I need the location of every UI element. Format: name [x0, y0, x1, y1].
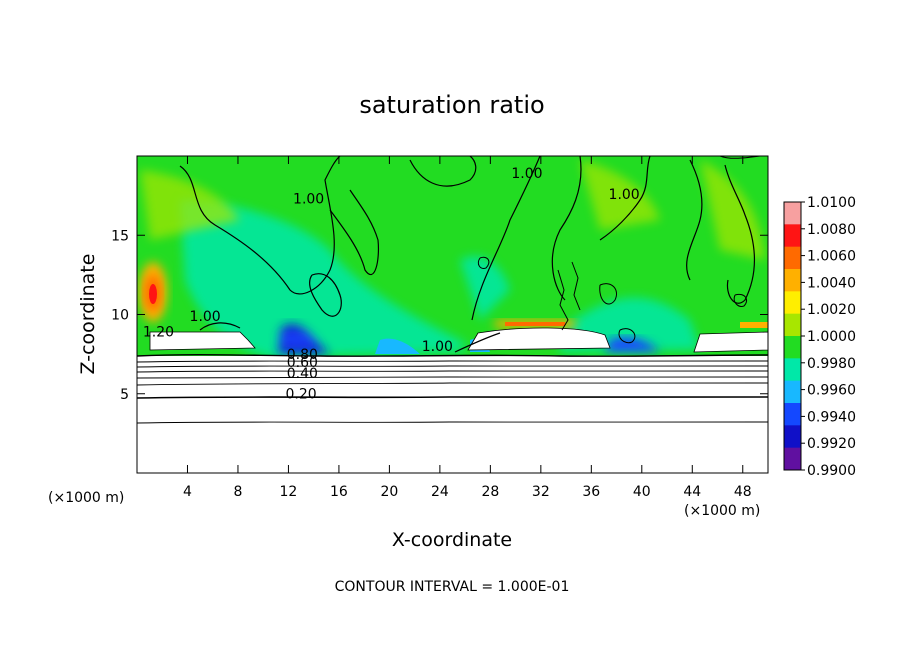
dry-patch-1	[278, 324, 330, 354]
colorbar-tick-label: 1.0040	[807, 275, 856, 291]
colorbar-swatch	[784, 291, 801, 315]
contour-line	[599, 283, 617, 305]
x-unit-label-right: (×1000 m)	[684, 503, 760, 519]
contour-line	[686, 159, 703, 281]
warm-band-far-right	[740, 322, 768, 328]
contour-line	[137, 370, 768, 373]
colorbar-tick-label: 1.0080	[807, 222, 856, 238]
contour-line	[179, 156, 341, 295]
contour-line	[454, 332, 501, 353]
plot-area: 1.00 1.00 1.00 1.20 1.00 1.00 0.800.600.40 0.20	[137, 156, 768, 473]
x-tick-label: 40	[633, 484, 651, 500]
contour-label: 0.60	[287, 355, 318, 371]
dry-patch-4	[605, 337, 660, 352]
dry-patch-2	[375, 338, 420, 354]
x-tick-label: 12	[280, 484, 298, 500]
contour-line	[329, 189, 380, 276]
contour-line	[137, 360, 768, 363]
x-tick-label: 20	[380, 484, 398, 500]
contour-line	[571, 261, 581, 311]
contour-label: 1.20	[143, 325, 174, 341]
y-tick-label: 15	[111, 228, 129, 244]
colorbar-swatch	[784, 269, 801, 292]
contour-line	[618, 328, 636, 344]
contour-line	[137, 376, 768, 379]
contour-line	[733, 293, 748, 307]
x-tick-label: 8	[233, 484, 242, 500]
contour-label: 0.40	[287, 366, 318, 382]
colorbar: 1.0100 1.0080 1.0060 1.0040 1.0020 1.0000 0.99…	[783, 195, 856, 479]
x-tick-label: 32	[532, 484, 550, 500]
contour-line	[137, 382, 768, 386]
footer-note: CONTOUR INTERVAL = 1.000E-01	[335, 579, 570, 595]
colorbar-tick-label: 1.0060	[807, 249, 856, 265]
y-axis: 5 10 15	[111, 228, 768, 403]
colorbar-tick-label: 0.9900	[807, 463, 856, 479]
contour-line	[551, 156, 582, 301]
y-axis-label: Z-coordinate	[77, 254, 99, 375]
x-tick-label: 4	[183, 484, 192, 500]
contour-label: 1.00	[511, 166, 542, 182]
contour-line	[137, 353, 768, 357]
x-axis-label: X-coordinate	[392, 529, 512, 551]
x-tick-label: 48	[734, 484, 752, 500]
colorbar-swatch	[784, 246, 801, 270]
contour-line	[471, 156, 541, 321]
x-axis: 4 8 12 16 20 24 28 32 36 40 44 48	[183, 156, 752, 500]
warm-band-right-core	[505, 322, 565, 326]
contour-label: 1.00	[293, 192, 324, 208]
contour-line	[137, 421, 768, 424]
colorbar-tick-label: 1.0100	[807, 195, 856, 211]
contour-line	[309, 273, 342, 317]
x-tick-label: 36	[582, 484, 600, 500]
lower-layer	[137, 356, 768, 473]
colorbar-swatch	[784, 380, 801, 404]
x-tick-label: 44	[683, 484, 701, 500]
contour-label: 0.20	[285, 387, 316, 403]
contour-lines	[137, 156, 768, 424]
cloud-layer-left	[149, 331, 256, 351]
colorbar-tick-label: 0.9960	[807, 383, 856, 399]
contour-line	[724, 164, 755, 304]
x-tick-label: 16	[330, 484, 348, 500]
chart-title: saturation ratio	[359, 91, 544, 119]
colorbar-tick-label: 1.0020	[807, 302, 856, 318]
contour-line	[477, 256, 490, 269]
contour-line	[137, 395, 768, 399]
colorbar-tick-label: 1.0000	[807, 329, 856, 345]
colorbar-swatch	[784, 313, 801, 337]
contour-labels: 1.00 1.00 1.00 1.20 1.00 1.00 0.800.600.40 0.20	[143, 166, 640, 402]
colorbar-tick-label: 0.9920	[807, 436, 856, 452]
warm-patch-left-core	[149, 284, 157, 304]
contour-label: 1.00	[190, 309, 221, 325]
colorbar-swatch	[784, 358, 801, 382]
contour-line	[599, 156, 651, 241]
cloud-layer-right	[693, 331, 768, 353]
colorbar-swatch	[784, 447, 801, 471]
y-tick-label: 5	[120, 387, 129, 403]
x-tick-label: 24	[431, 484, 449, 500]
colorbar-swatch	[784, 336, 801, 359]
cloud-layer-middle	[467, 327, 611, 351]
colorbar-tick-label: 0.9940	[807, 409, 856, 425]
lime-regions	[140, 160, 765, 260]
colorbar-tick-label: 0.9980	[807, 356, 856, 372]
x-unit-label-left: (×1000 m)	[48, 490, 124, 506]
x-tick-label: 28	[481, 484, 499, 500]
contour-label: 1.00	[609, 187, 640, 203]
colorbar-swatch	[784, 224, 801, 248]
contour-label: 0.80	[287, 347, 318, 363]
contour-line	[557, 269, 569, 331]
y-tick-label: 10	[111, 308, 129, 324]
warm-patches	[139, 262, 768, 328]
colorbar-swatch	[784, 202, 801, 225]
contour-line	[199, 322, 241, 331]
colorbar-swatch	[784, 403, 801, 426]
contour-line	[409, 156, 477, 187]
colorbar-swatch	[784, 425, 801, 449]
contour-line	[137, 365, 768, 368]
contour-label: 1.00	[422, 339, 453, 355]
